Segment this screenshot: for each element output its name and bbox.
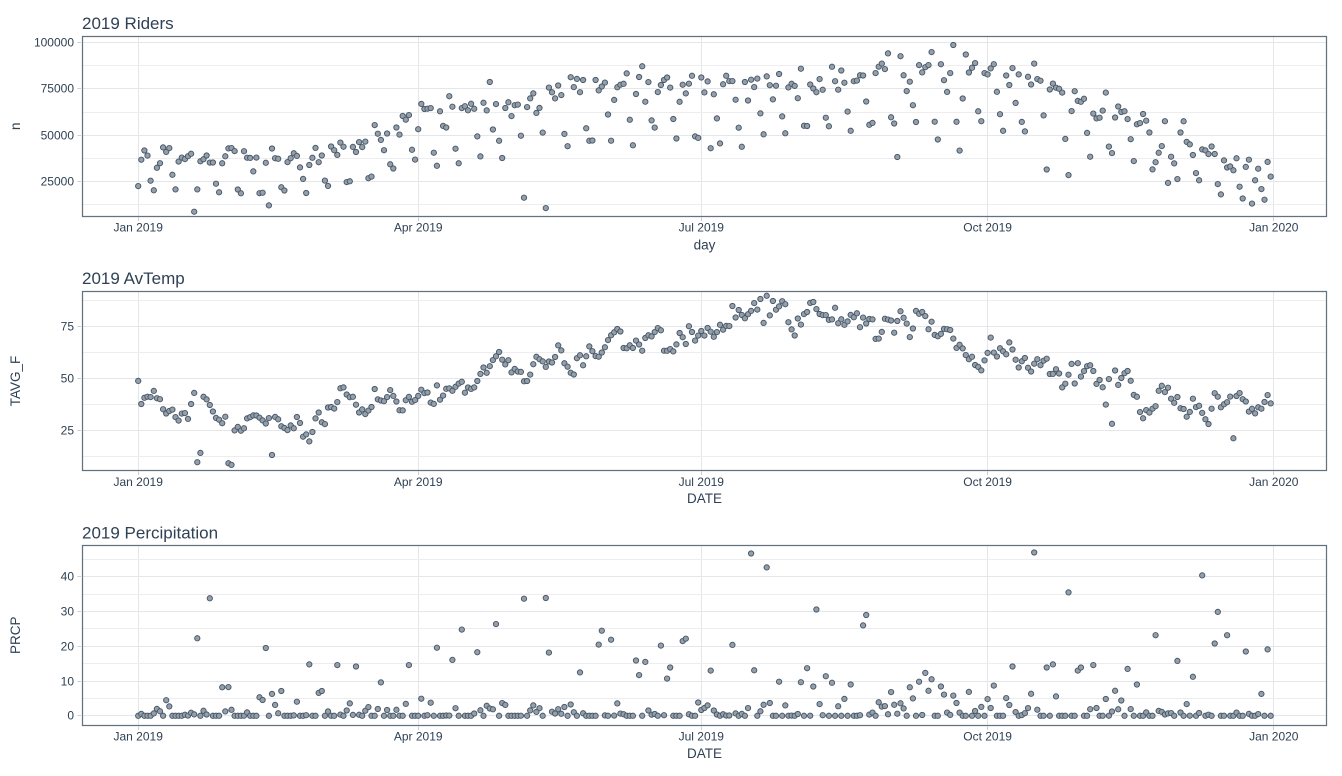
svg-text:2019 AvTemp: 2019 AvTemp <box>82 269 185 288</box>
svg-text:Jan 2020: Jan 2020 <box>1249 730 1299 744</box>
svg-text:2019 Percipitation: 2019 Percipitation <box>82 524 218 543</box>
svg-text:Jul 2019: Jul 2019 <box>679 730 725 744</box>
svg-text:n: n <box>8 122 23 130</box>
svg-text:10: 10 <box>61 675 75 689</box>
svg-text:100000: 100000 <box>34 36 74 50</box>
svg-text:40: 40 <box>61 570 75 584</box>
svg-text:Oct 2019: Oct 2019 <box>963 221 1012 235</box>
svg-text:Oct 2019: Oct 2019 <box>963 475 1012 489</box>
svg-text:25: 25 <box>61 424 75 438</box>
svg-text:Jan 2020: Jan 2020 <box>1249 221 1299 235</box>
svg-text:50000: 50000 <box>41 129 75 143</box>
svg-text:Apr 2019: Apr 2019 <box>394 221 443 235</box>
svg-text:Jul 2019: Jul 2019 <box>679 221 725 235</box>
svg-text:PRCP: PRCP <box>8 616 23 654</box>
svg-text:Oct 2019: Oct 2019 <box>963 730 1012 744</box>
svg-text:25000: 25000 <box>41 175 75 189</box>
svg-text:TAVG_F: TAVG_F <box>8 356 23 407</box>
svg-text:20: 20 <box>61 640 75 654</box>
svg-text:Apr 2019: Apr 2019 <box>394 730 443 744</box>
svg-text:30: 30 <box>61 605 75 619</box>
svg-text:50: 50 <box>61 372 75 386</box>
svg-text:Jul 2019: Jul 2019 <box>679 475 725 489</box>
svg-text:DATE: DATE <box>687 491 722 506</box>
svg-text:Jan 2019: Jan 2019 <box>114 475 164 489</box>
svg-text:day: day <box>694 237 716 252</box>
svg-text:75: 75 <box>61 320 75 334</box>
svg-text:Jan 2019: Jan 2019 <box>114 730 164 744</box>
svg-text:Jan 2019: Jan 2019 <box>114 221 164 235</box>
svg-text:2019 Riders: 2019 Riders <box>82 14 174 33</box>
svg-text:DATE: DATE <box>687 746 722 761</box>
svg-text:75000: 75000 <box>41 82 75 96</box>
svg-text:Apr 2019: Apr 2019 <box>394 475 443 489</box>
svg-text:Jan 2020: Jan 2020 <box>1249 475 1299 489</box>
svg-text:0: 0 <box>67 709 74 723</box>
